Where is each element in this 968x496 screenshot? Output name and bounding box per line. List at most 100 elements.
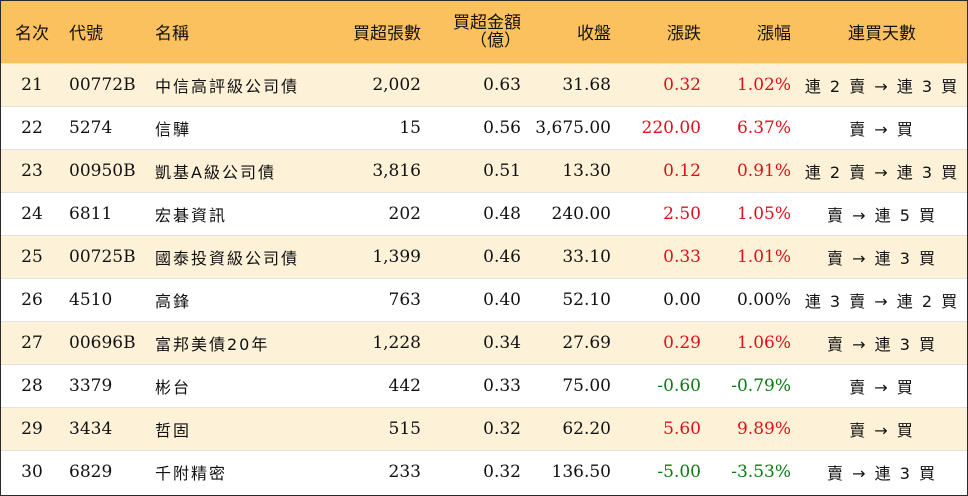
cell-change-pct: 0.91% [736, 160, 791, 181]
header-rank[interactable]: 名次 [15, 24, 49, 45]
cell-name: 信驊 [155, 119, 192, 139]
cell-net-buy-amount: 0.32 [483, 418, 521, 439]
header-close[interactable]: 收盤 [577, 24, 611, 45]
cell-close: 75.00 [562, 375, 611, 396]
header-consecutive-days[interactable]: 連買天數 [848, 24, 916, 45]
cell-code: 6811 [69, 203, 113, 224]
cell-change: 0.00 [663, 289, 701, 310]
cell-change: 0.12 [663, 160, 701, 181]
cell-net-buy-lots: 763 [388, 289, 421, 310]
cell-net-buy-amount: 0.33 [483, 375, 521, 396]
cell-change: 220.00 [641, 117, 701, 138]
table-row[interactable]: 27 00696B 富邦美債20年 1,228 0.34 27.69 0.29 … [1, 321, 967, 364]
header-net-buy-amount[interactable]: 買超金額 （億） [427, 1, 527, 63]
cell-rank: 30 [21, 461, 43, 482]
cell-change-pct: 1.06% [736, 332, 791, 353]
cell-net-buy-amount: 0.32 [483, 461, 521, 482]
cell-change-pct: -0.79% [731, 375, 791, 396]
cell-close: 31.68 [562, 74, 611, 95]
table-body: 21 00772B 中信高評級公司債 2,002 0.63 31.68 0.32… [1, 63, 967, 493]
cell-change: 0.32 [663, 74, 701, 95]
cell-change: 2.50 [663, 203, 701, 224]
header-net-buy-amount-line1: 買超金額 [453, 12, 521, 33]
cell-close: 240.00 [551, 203, 611, 224]
header-change[interactable]: 漲跌 [667, 24, 701, 45]
cell-name: 國泰投資級公司債 [155, 248, 300, 268]
cell-net-buy-amount: 0.51 [483, 160, 521, 181]
table-row[interactable]: 28 3379 彬台 442 0.33 75.00 -0.60 -0.79% 賣… [1, 364, 967, 407]
cell-code: 00725B [69, 246, 136, 267]
table-row[interactable]: 30 6829 千附精密 233 0.32 136.50 -5.00 -3.53… [1, 450, 967, 493]
cell-change: -0.60 [657, 375, 701, 396]
cell-change-pct: 9.89% [736, 418, 791, 439]
table-row[interactable]: 24 6811 宏碁資訊 202 0.48 240.00 2.50 1.05% … [1, 192, 967, 235]
header-net-buy-amount-line2: （億） [470, 30, 521, 51]
cell-change: 5.60 [663, 418, 701, 439]
cell-rank: 25 [21, 246, 43, 267]
cell-name: 富邦美債20年 [155, 334, 270, 354]
cell-net-buy-lots: 202 [388, 203, 421, 224]
cell-net-buy-amount: 0.40 [483, 289, 521, 310]
table-row[interactable]: 22 5274 信驊 15 0.56 3,675.00 220.00 6.37%… [1, 106, 967, 149]
cell-name: 中信高評級公司債 [155, 76, 300, 96]
header-code[interactable]: 代號 [69, 24, 103, 45]
cell-code: 4510 [69, 289, 113, 310]
table-row[interactable]: 23 00950B 凱基A級公司債 3,816 0.51 13.30 0.12 … [1, 149, 967, 192]
cell-consecutive-days: 賣 → 連 5 買 [827, 205, 937, 225]
cell-name: 哲固 [155, 420, 192, 440]
header-net-buy-lots[interactable]: 買超張數 [353, 24, 421, 45]
cell-consecutive-days: 賣 → 連 3 買 [827, 248, 937, 268]
table-row[interactable]: 26 4510 高鋒 763 0.40 52.10 0.00 0.00% 連 3… [1, 278, 967, 321]
cell-consecutive-days: 賣 → 買 [849, 420, 915, 440]
cell-name: 千附精密 [155, 463, 228, 483]
cell-net-buy-lots: 3,816 [372, 160, 421, 181]
cell-change-pct: 0.00% [736, 289, 791, 310]
cell-consecutive-days: 賣 → 連 3 買 [827, 463, 937, 483]
cell-rank: 28 [21, 375, 43, 396]
cell-close: 3,675.00 [535, 117, 611, 138]
table-header: 名次 代號 名稱 買超張數 買超金額 （億） 收盤 漲跌 漲幅 連買天數 [1, 1, 967, 63]
cell-net-buy-amount: 0.48 [483, 203, 521, 224]
header-change-pct[interactable]: 漲幅 [757, 24, 791, 45]
cell-rank: 27 [21, 332, 43, 353]
cell-rank: 22 [21, 117, 43, 138]
cell-net-buy-lots: 233 [388, 461, 421, 482]
cell-net-buy-lots: 1,228 [372, 332, 421, 353]
table-row[interactable]: 25 00725B 國泰投資級公司債 1,399 0.46 33.10 0.33… [1, 235, 967, 278]
cell-code: 6829 [69, 461, 113, 482]
cell-consecutive-days: 連 2 賣 → 連 3 買 [804, 162, 960, 182]
cell-consecutive-days: 賣 → 買 [849, 377, 915, 397]
cell-net-buy-lots: 1,399 [372, 246, 421, 267]
cell-close: 33.10 [562, 246, 611, 267]
header-name[interactable]: 名稱 [155, 24, 189, 45]
table-row[interactable]: 29 3434 哲固 515 0.32 62.20 5.60 9.89% 賣 →… [1, 407, 967, 450]
cell-net-buy-lots: 515 [388, 418, 421, 439]
cell-consecutive-days: 連 3 賣 → 連 2 買 [804, 291, 960, 311]
table-row[interactable]: 21 00772B 中信高評級公司債 2,002 0.63 31.68 0.32… [1, 63, 967, 106]
cell-consecutive-days: 賣 → 連 3 買 [827, 334, 937, 354]
cell-code: 00950B [69, 160, 136, 181]
cell-name: 高鋒 [155, 291, 192, 311]
cell-close: 13.30 [562, 160, 611, 181]
cell-change: 0.29 [663, 332, 701, 353]
cell-change: -5.00 [657, 461, 701, 482]
cell-code: 00772B [69, 74, 136, 95]
cell-change: 0.33 [663, 246, 701, 267]
cell-name: 凱基A級公司債 [155, 162, 276, 182]
cell-rank: 24 [21, 203, 43, 224]
cell-net-buy-lots: 2,002 [372, 74, 421, 95]
cell-consecutive-days: 賣 → 買 [849, 119, 915, 139]
cell-change-pct: 6.37% [736, 117, 791, 138]
cell-close: 27.69 [562, 332, 611, 353]
cell-net-buy-amount: 0.46 [483, 246, 521, 267]
cell-net-buy-lots: 442 [388, 375, 421, 396]
cell-code: 3434 [69, 418, 113, 439]
cell-rank: 23 [21, 160, 43, 181]
cell-net-buy-amount: 0.63 [483, 74, 521, 95]
cell-code: 3379 [69, 375, 113, 396]
header-row: 名次 代號 名稱 買超張數 買超金額 （億） 收盤 漲跌 漲幅 連買天數 [1, 1, 967, 63]
cell-change-pct: 1.05% [736, 203, 791, 224]
cell-code: 5274 [69, 117, 113, 138]
